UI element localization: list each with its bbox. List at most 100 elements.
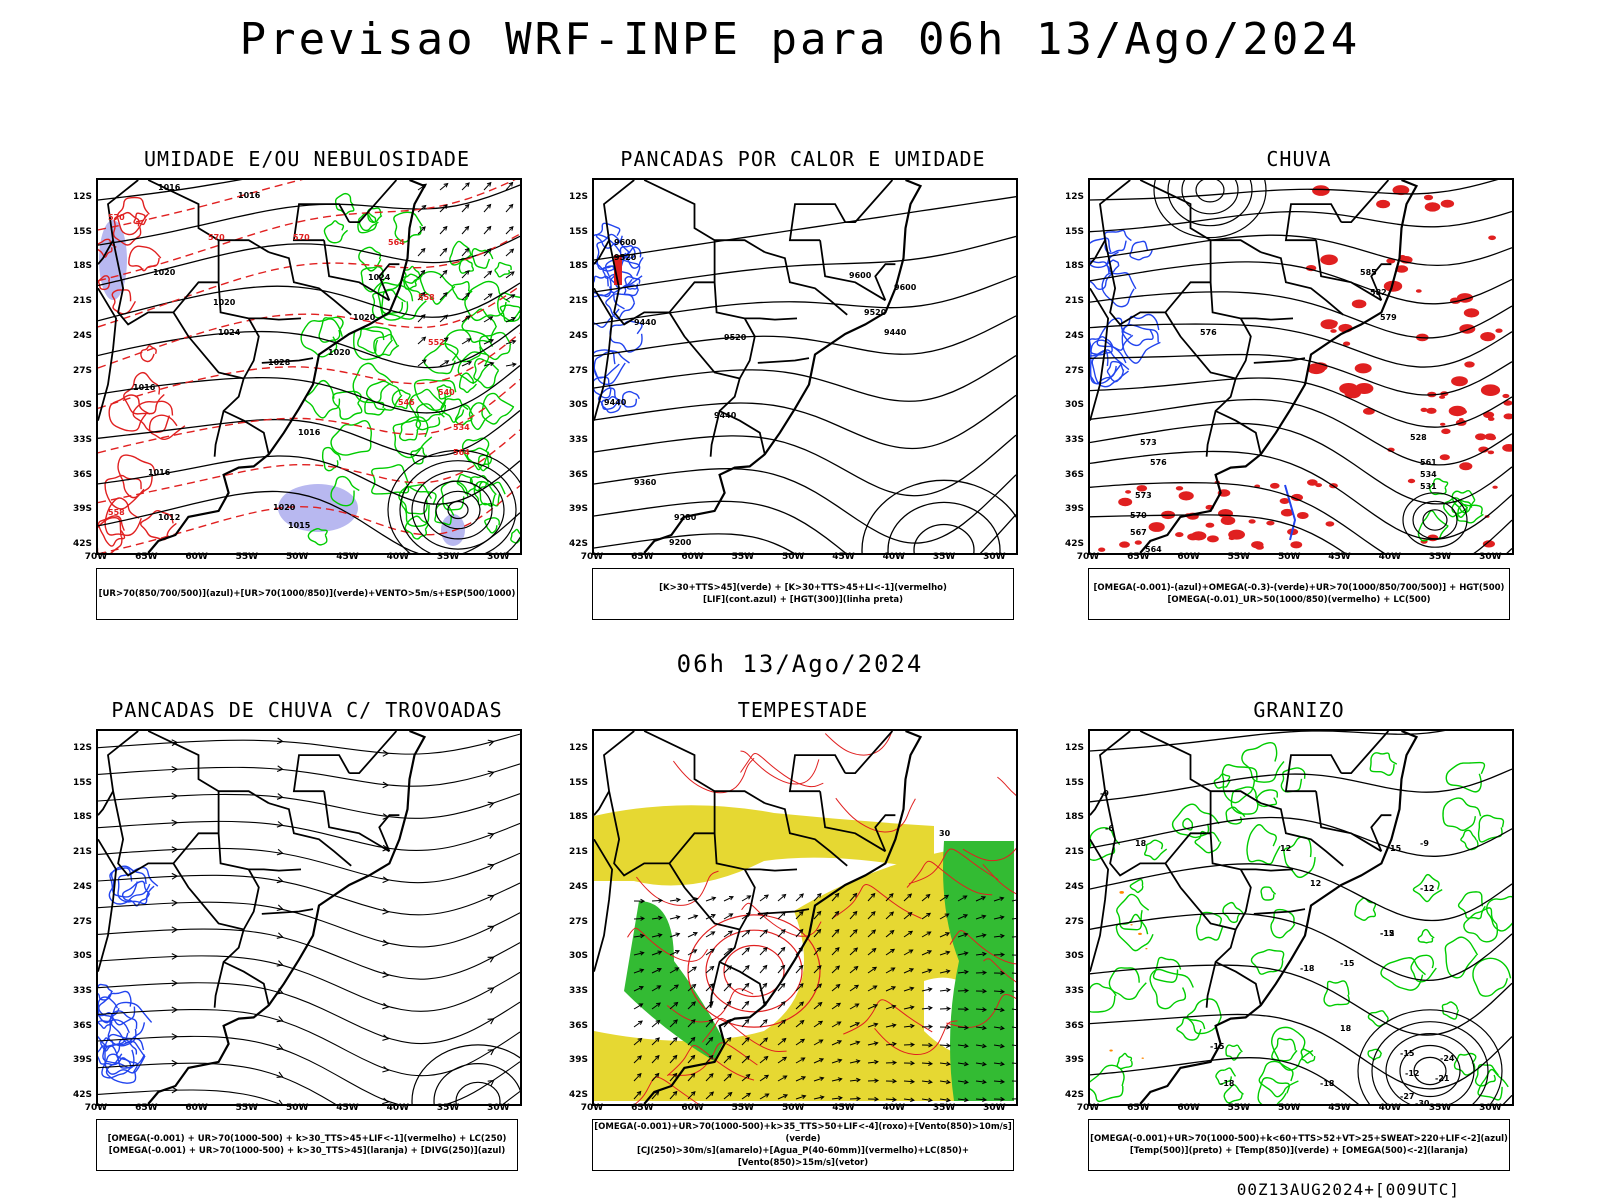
lon-tick-label: 40W [386,552,410,562]
lat-tick-label: 21S [568,296,588,307]
wind-fill-green [943,841,1014,1101]
streamline-red [833,884,922,919]
lat-tick-label: 24S [72,330,92,341]
wind-fill-green [624,901,724,1061]
border [1253,908,1306,915]
border [719,410,766,455]
omega-contour-blue [1090,260,1113,291]
temp850-contour-green [1477,1068,1509,1101]
lon-tick-label: 65W [1127,1103,1150,1113]
lat-tick-label: 27S [1064,365,1084,376]
contour-label: 15 [1390,844,1402,853]
border [1090,838,1110,972]
jet-fill-yellow [594,805,934,886]
lon-tick-label: 70W [84,552,108,562]
legend-granizo: [OMEGA(-0.001)+UR>70(1000-500)+k<60+TTS>… [1088,1119,1510,1171]
omega-patch-orange [1109,1049,1113,1052]
lat-tick-label: 36S [568,469,588,480]
border [98,180,139,265]
temp850-contour-green [1194,830,1222,854]
lat-tick-label: 15S [72,226,92,237]
border [261,908,314,915]
lat-tick-label: 24S [568,330,588,341]
thickness-contour-red [104,497,142,537]
rain-patch-red [1480,332,1496,342]
temp850-contour-green [1442,797,1482,832]
temp850-contour-green [1129,878,1144,894]
border [819,240,886,302]
lat-tick-label: 30S [568,400,588,411]
streamline-red [982,863,1016,895]
rain-patch-red [1136,485,1148,492]
lon-tick-label: 35W [1428,1103,1452,1113]
legend-line: [K>30+TTS>45](verde) + [K>30+TTS>45+LI<-… [659,583,947,593]
lon-tick-label: 65W [135,1103,158,1113]
contour-label: 9440 [604,398,627,407]
border [874,814,896,852]
omega-contour-blue [1284,484,1297,541]
border [1210,790,1262,804]
rain-patch-red [1290,541,1303,549]
omega-contour-blue [1121,323,1161,364]
temp850-contour-green [1410,954,1437,983]
contour-label: -12 [1380,929,1394,938]
temp850-contour-green [1149,968,1194,1010]
map-umidade: 1016 1016 1016 1020 1020 1024 1024 1020 1028 1020… [96,178,522,555]
temp850-contour-green [1323,980,1350,1007]
temp850-contour-green [1171,803,1220,839]
humidity-contour-green [323,220,349,244]
temp850-contour-green [1280,767,1306,793]
border [788,203,846,242]
humidity-contour-green [454,404,474,426]
border [218,790,270,804]
thickness-contour-red [128,245,162,272]
border [1104,731,1212,877]
contour-label: 18 [1135,839,1147,848]
border [594,731,635,816]
lon-tick-label: 50W [285,1103,309,1113]
temp850-contour-green [1255,789,1279,808]
thickness-contour-red [123,371,165,415]
lat-tick-label: 21S [72,296,92,307]
temp850-contour-green [1367,1048,1383,1061]
lat-tick-label: 39S [72,504,92,515]
temp850-contour-green [1444,936,1479,979]
border [594,180,635,265]
rain-patch-red [1307,479,1318,486]
rain-patch-red [1125,490,1132,494]
divergence-contour-blue [108,865,151,905]
legend-umidade: [UR>70(850/700/500)](azul)+[UR>70(1000/8… [96,568,518,620]
contour-label: 9280 [674,513,697,522]
rain-patch-red [1478,446,1489,453]
rain-patch-red [1330,329,1337,333]
legend-line: [UR>70(850/700/500)](azul)+[UR>70(1000/8… [98,589,516,599]
lat-tick-label: 12S [1064,743,1084,753]
rain-patch-red [1439,395,1446,399]
lon-tick-label: 40W [386,1103,410,1113]
temp850-contour-green [1441,1001,1460,1020]
contour-label: -12 [1405,1069,1419,1078]
divergence-contour-blue [107,1010,138,1047]
contour-label: 9600 [894,283,917,292]
thickness-contour-red [98,238,117,258]
map-canvas-umidade: 1016 1016 1016 1020 1020 1024 1024 1020 1028 1020… [98,180,520,553]
contour-label: 1012 [158,513,180,522]
rain-patch-red [1251,541,1264,549]
rain-patch-red [1218,509,1233,518]
temp850-contour-green [1271,1026,1314,1071]
lat-tick-label: 39S [1064,504,1084,515]
border [1164,833,1252,931]
contour-label: -18 [1220,1079,1235,1088]
humidity-contour-green [307,527,328,546]
map-granizo: -9 -12 -15 -15 -18 -18 -15 -12 -15 -18 -24 -21 -12 -9… [1088,729,1514,1106]
humidity-contour-green [392,416,433,459]
rain-patch-red [1098,547,1106,552]
lif-contour-blue [622,390,640,408]
rain-patch-red [1175,486,1184,491]
streamline-red [983,958,1016,983]
lat-tick-label: 36S [1064,1020,1084,1031]
lon-tick-label: 45W [1328,552,1351,562]
contour-label: 558 [108,508,125,517]
lon-tick-label: 60W [1177,552,1200,562]
humidity-contour-green [481,392,515,425]
